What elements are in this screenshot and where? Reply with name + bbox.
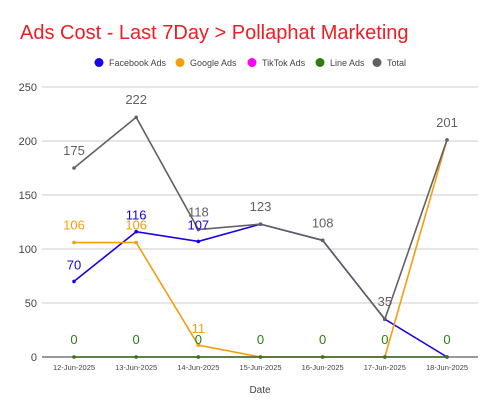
legend-label: Line Ads [330,58,365,68]
legend-marker [247,58,257,67]
data-label: 123 [250,199,272,214]
data-label: 0 [257,332,264,347]
data-label: 0 [381,332,388,347]
data-point [320,355,325,359]
x-axis-ticks: 12-Jun-2025 13-Jun-2025 14-Jun-2025 15-Jun-… [53,363,468,372]
x-tick-label: 12-Jun-2025 [53,363,95,372]
series-lines [72,115,449,359]
data-point [196,239,201,244]
data-point [320,238,325,243]
data-point [445,355,449,359]
data-point [445,138,449,142]
legend-label: Facebook Ads [109,58,167,68]
data-point [72,355,76,359]
data-point [196,227,201,232]
data-label: 0 [70,332,77,347]
data-label: 0 [195,332,202,347]
x-tick-label: 15-Jun-2025 [239,363,281,372]
data-label: 106 [63,218,85,233]
legend-marker [372,58,382,67]
x-tick-label: 14-Jun-2025 [177,363,219,372]
y-tick-label: 200 [19,136,37,148]
chart-title: Ads Cost - Last 7Day > Pollaphat Marketi… [20,22,409,44]
data-point [72,166,76,170]
data-point [134,115,138,120]
legend-label: Google Ads [190,58,237,68]
data-label: 222 [125,92,147,107]
data-label: 0 [319,332,326,347]
data-label: 0 [443,332,450,347]
legend-item: Facebook Ads [94,58,167,68]
data-label: 70 [67,257,81,272]
legend-marker [94,58,104,67]
data-label: 201 [436,115,458,130]
data-point [258,355,263,359]
data-label: 116 [126,208,147,223]
x-tick-label: 13-Jun-2025 [115,363,157,372]
data-point [196,343,201,347]
y-axis-ticks: 0 50 100 150 200 250 [19,82,37,364]
y-tick-label: 100 [19,244,37,256]
y-tick-label: 150 [19,190,37,202]
y-tick-label: 50 [25,298,37,310]
data-label: 0 [133,332,140,347]
legend-marker [175,58,185,67]
data-label: 107 [187,217,209,232]
data-point [72,240,76,245]
data-point [72,279,76,284]
data-point [134,229,138,234]
data-label: 11 [192,321,206,336]
data-label: 175 [63,143,85,158]
x-tick-label: 16-Jun-2025 [302,363,344,372]
data-label: 106 [125,218,147,233]
data-point [383,355,387,359]
x-tick-label: 17-Jun-2025 [364,363,406,372]
y-tick-label: 0 [31,352,37,364]
data-label: 118 [188,205,209,220]
data-label: 35 [378,294,392,309]
legend-item: Google Ads [175,58,237,68]
gridlines [42,86,478,358]
data-point [134,240,138,245]
data-point [196,355,201,359]
legend-item: Total [372,58,406,68]
data-point [383,317,387,322]
legend-marker [315,58,325,67]
x-axis-label: Date [249,385,271,396]
legend-label: TikTok Ads [262,58,306,68]
legend-item: TikTok Ads [247,58,306,68]
data-point [258,222,263,226]
series-line [74,139,448,358]
x-tick-label: 18-Jun-2025 [426,363,468,372]
y-tick-label: 250 [19,82,37,94]
legend: Facebook Ads Google Ads TikTok Ads Line Ads… [94,58,406,68]
data-point [134,355,138,359]
legend-item: Line Ads [315,58,365,68]
data-label: 108 [312,215,334,230]
legend-label: Total [387,58,406,68]
